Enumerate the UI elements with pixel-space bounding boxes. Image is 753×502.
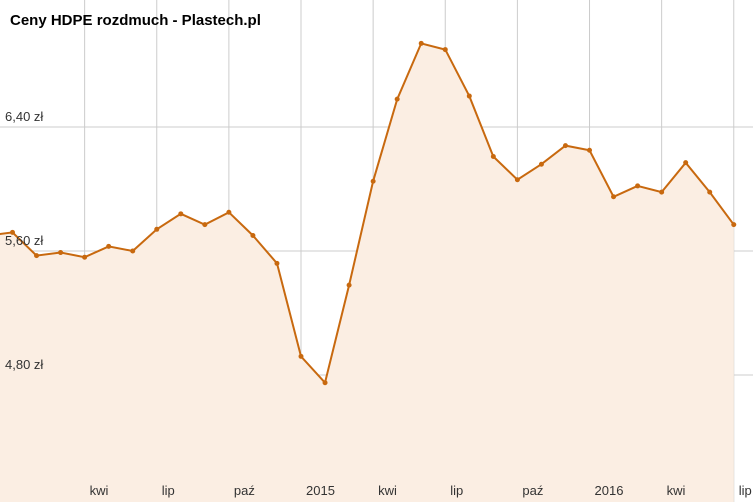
point xyxy=(346,282,352,288)
chart-title: Ceny HDPE rozdmuch - Plastech.pl xyxy=(10,12,261,29)
y-tick-label: 6,40 zł xyxy=(5,109,43,124)
point xyxy=(10,229,16,235)
x-tick-label: paź xyxy=(522,483,543,498)
point xyxy=(370,178,376,184)
point xyxy=(466,93,472,99)
y-tick-label: 4,80 zł xyxy=(5,357,43,372)
x-tick-label: 2016 xyxy=(595,483,624,498)
x-tick-label: lip xyxy=(739,483,752,498)
point xyxy=(202,222,208,228)
point xyxy=(250,233,256,239)
point xyxy=(106,243,112,249)
point xyxy=(514,177,520,183)
x-tick-label: paź xyxy=(234,483,255,498)
point xyxy=(490,153,496,159)
point xyxy=(82,254,88,260)
x-tick-label: 2015 xyxy=(306,483,335,498)
area xyxy=(0,43,734,502)
x-tick-label: lip xyxy=(450,483,463,498)
x-tick-label: kwi xyxy=(378,483,397,498)
point xyxy=(659,189,665,195)
point xyxy=(226,209,232,215)
point xyxy=(34,253,40,259)
point xyxy=(178,211,184,217)
x-tick-label: kwi xyxy=(667,483,686,498)
x-tick-label: lip xyxy=(162,483,175,498)
point xyxy=(322,380,328,386)
line xyxy=(0,42,735,385)
point xyxy=(442,47,448,53)
point xyxy=(58,250,64,256)
point xyxy=(130,248,136,254)
point xyxy=(274,260,280,266)
point xyxy=(587,147,593,153)
point xyxy=(635,183,641,189)
point xyxy=(683,160,689,166)
point xyxy=(418,40,424,46)
point xyxy=(731,222,737,228)
point xyxy=(298,353,304,359)
y-tick-label: 5,60 zł xyxy=(5,233,43,248)
point xyxy=(562,143,568,149)
point xyxy=(707,189,713,195)
point xyxy=(154,226,160,232)
point xyxy=(538,161,544,167)
point xyxy=(611,194,617,200)
x-tick-label: kwi xyxy=(90,483,109,498)
point xyxy=(394,96,400,102)
